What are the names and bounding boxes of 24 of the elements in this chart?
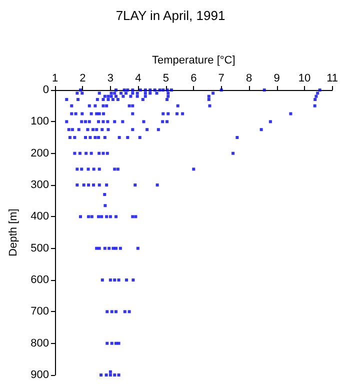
y-tick-label: 300 [30,179,49,191]
x-tick-label: 5 [162,72,169,84]
x-tick-label: 6 [190,72,197,84]
chart-title: 7LAY in April, 1991 [116,8,226,23]
x-tick-label: 9 [274,72,280,84]
y-tick-label: 900 [30,369,49,381]
y-tick-label: 0 [42,84,49,96]
x-tick-label: 10 [298,72,311,84]
x-tick-label: 7 [218,72,224,84]
x-tick-label: 11 [326,72,338,84]
x-tick-label: 1 [52,72,58,84]
x-tick-label: 8 [246,72,252,84]
x-tick-label: 3 [107,72,114,84]
x-tick-label: 4 [135,72,142,84]
y-tick-label: 400 [30,210,49,223]
y-tick-label: 500 [30,242,49,254]
y-tick-label: 600 [30,274,49,286]
y-axis-title: Depth [m] [8,208,20,256]
x-axis-title: Temperature [°C] [152,54,236,66]
y-tick-label: 100 [30,116,49,128]
y-tick-label: 800 [30,337,49,350]
y-tick-label: 700 [30,306,49,318]
y-tick-label: 200 [30,147,49,160]
x-tick-label: 2 [80,72,86,84]
